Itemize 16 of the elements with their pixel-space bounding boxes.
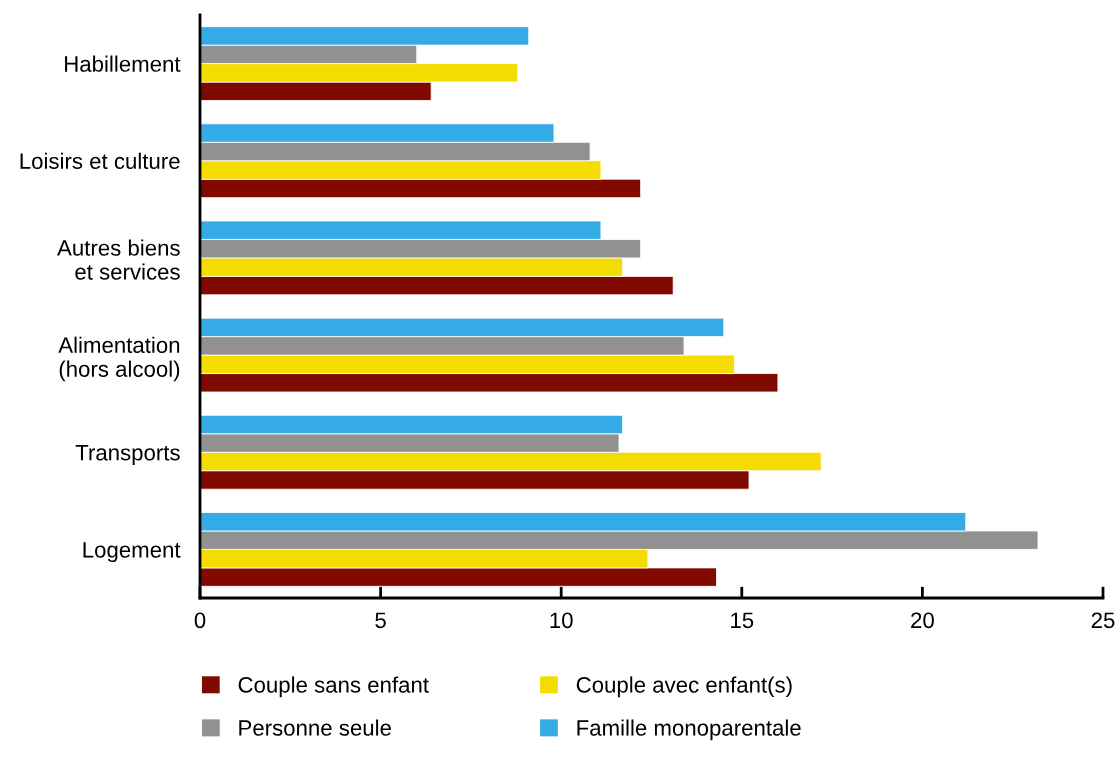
x-tick-label: 0: [194, 612, 206, 629]
legend-label: Couple sans enfant: [238, 676, 429, 698]
y-tick-label: Loisirs et culture: [20, 152, 180, 170]
y-tick-label: Transports: [75, 445, 180, 465]
x-tick-label: 25: [1091, 612, 1115, 629]
x-tick-label: 5: [375, 612, 386, 629]
x-tick-label: 20: [911, 612, 934, 629]
legend-label: Personne seule: [239, 719, 391, 736]
x-tick-label: 10: [550, 612, 573, 629]
y-tick-label: Logement: [83, 542, 181, 563]
legend-label: Famille monoparentale: [577, 719, 801, 741]
y-tick-label: Alimentation (hors alcool): [58, 336, 180, 382]
x-tick-label: 15: [731, 612, 754, 629]
legend-label: Couple avec enfant(s): [576, 676, 792, 698]
y-tick-label: Autres biens et services: [57, 239, 180, 280]
y-tick-label: Habillement: [65, 55, 181, 72]
